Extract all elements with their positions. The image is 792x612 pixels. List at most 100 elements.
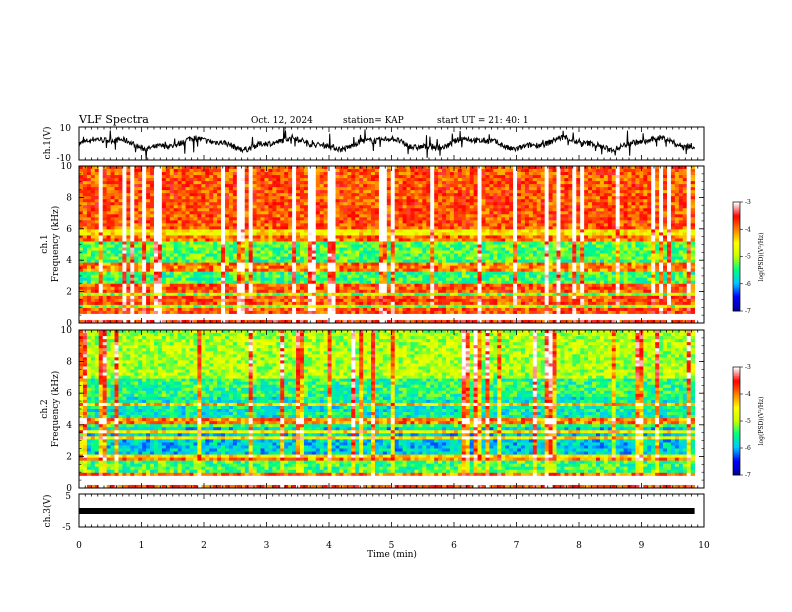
spectrogram-cell <box>153 175 159 179</box>
spectrogram-cell <box>126 190 131 194</box>
spectrogram-cell <box>627 166 632 170</box>
spectrogram-cell <box>319 244 325 248</box>
spectrogram-cell <box>540 178 546 182</box>
spectrogram-cell <box>682 253 688 257</box>
spectrogram-cell <box>90 178 96 182</box>
spectrogram-cell <box>603 217 609 221</box>
spectrogram-cell <box>374 211 380 215</box>
spectrogram-cell <box>659 229 664 233</box>
spectrogram-cell <box>639 205 644 209</box>
spectrogram-cell <box>556 178 561 182</box>
spectrogram-cell <box>442 196 447 200</box>
spectrogram-cell <box>94 166 100 170</box>
spectrogram-cell <box>157 214 163 218</box>
spectrogram-cell <box>181 247 186 251</box>
spectrogram-cell <box>564 217 569 221</box>
spectrogram-cell <box>655 205 660 209</box>
spectrogram-cell <box>674 175 680 179</box>
spectrogram-cell <box>438 208 443 212</box>
spectrogram-cell <box>386 250 392 254</box>
spectrogram-cell <box>276 184 281 188</box>
spectrogram-cell <box>619 214 624 218</box>
spectrogram-cell <box>655 223 660 227</box>
spectrogram-cell <box>311 220 317 224</box>
spectrogram-cell <box>272 244 277 248</box>
spectrogram-cell <box>430 241 435 245</box>
spectrogram-cell <box>576 193 581 197</box>
spectrogram-cell <box>485 199 490 203</box>
spectrogram-cell <box>469 184 475 188</box>
spectrogram-cell <box>335 247 340 251</box>
spectrogram-cell <box>572 226 577 230</box>
spectrogram-cell <box>536 184 542 188</box>
spectrogram-cell <box>280 247 285 251</box>
spectrogram-cell <box>106 202 111 206</box>
spectrogram-cell <box>473 190 478 194</box>
spectrogram-cell <box>560 190 565 194</box>
spectrogram-cell <box>134 247 139 251</box>
spectrogram-cell <box>165 184 171 188</box>
spectrogram-cell <box>461 247 467 251</box>
spectrogram-cell <box>599 187 605 191</box>
spectrogram-cell <box>311 232 317 236</box>
spectrogram-cell <box>446 169 451 173</box>
spectrogram-cell <box>311 166 317 170</box>
spectrogram-cell <box>94 193 100 197</box>
spectrogram-cell <box>651 220 656 224</box>
spectrogram-cell <box>540 187 546 191</box>
spectrogram-cell <box>481 205 486 209</box>
spectrogram-cell <box>414 247 419 251</box>
spectrogram-cell <box>355 244 360 248</box>
spectrogram-cell <box>493 232 498 236</box>
spectrogram-cell <box>517 253 522 257</box>
spectrogram-cell <box>611 250 617 254</box>
spectrogram-cell <box>311 250 317 254</box>
spectrogram-cell <box>201 193 206 197</box>
spectrogram-cell <box>426 178 431 182</box>
spectrogram-cell <box>430 226 435 230</box>
spectrogram-cell <box>114 250 119 254</box>
spectrogram-cell <box>505 208 510 212</box>
spectrogram-cell <box>532 208 538 212</box>
spectrogram-cell <box>331 214 336 218</box>
spectrogram-cell <box>157 169 163 173</box>
spectrogram-cell <box>663 232 668 236</box>
spectrogram-cell <box>595 241 601 245</box>
spectrogram-cell <box>382 196 388 200</box>
spectrogram-cell <box>296 238 301 242</box>
spectrogram-cell <box>536 232 542 236</box>
spectrogram-cell <box>647 199 652 203</box>
spectrogram-cell <box>647 211 652 215</box>
spectrogram-cell <box>221 238 226 242</box>
spectrogram-cell <box>457 208 463 212</box>
spectrogram-cell <box>240 235 246 239</box>
spectrogram-cell <box>296 247 301 251</box>
spectrogram-cell <box>426 196 431 200</box>
spectrogram-cell <box>102 229 108 233</box>
spectrogram-cell <box>157 211 163 215</box>
spectrogram-cell <box>347 253 352 257</box>
spectrogram-cell <box>351 208 356 212</box>
spectrogram-cell <box>86 235 92 239</box>
spectrogram-cell <box>228 205 234 209</box>
spectrogram-cell <box>406 178 411 182</box>
spectrogram-cell <box>485 205 490 209</box>
spectrogram-cell <box>485 169 490 173</box>
spectrogram-cell <box>323 184 329 188</box>
spectrogram-cell <box>252 238 257 242</box>
spectrogram-cell <box>457 220 463 224</box>
spectrogram-cell <box>177 181 183 185</box>
spectrogram-cell <box>122 199 127 203</box>
spectrogram-cell <box>485 181 490 185</box>
spectrogram-cell <box>173 205 179 209</box>
spectrogram-cell <box>603 226 609 230</box>
spectrogram-cell <box>292 175 297 179</box>
spectrogram-cell <box>205 178 210 182</box>
spectrogram-cell <box>142 256 147 260</box>
spectrogram-cell <box>288 241 293 245</box>
spectrogram-cell <box>86 172 92 176</box>
spectrogram-cell <box>177 193 183 197</box>
spectrogram-cell <box>592 244 597 248</box>
spectrogram-cell <box>473 199 478 203</box>
spectrogram-cell <box>540 181 546 185</box>
